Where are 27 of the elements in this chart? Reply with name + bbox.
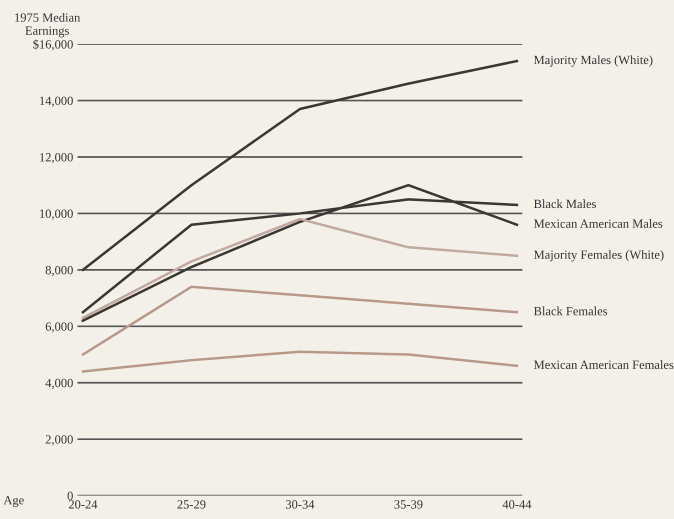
y-axis-title: 1975 Median Earnings	[15, 12, 80, 38]
y-tick-label: 10,000	[40, 209, 73, 220]
line-series	[82, 60, 518, 272]
line-series	[82, 286, 518, 356]
line-series	[82, 184, 518, 322]
y-tick-label: 0	[68, 492, 73, 500]
x-tick-label: 30-34	[286, 500, 314, 509]
y-tick-label: $16,000	[33, 39, 73, 50]
x-axis-title: Age	[3, 496, 24, 507]
y-tick-label: 8,000	[46, 266, 73, 276]
series-label: Mexican American Males	[534, 219, 662, 228]
y-tick-label: 14,000	[40, 96, 73, 107]
y-tick-label: 12,000	[40, 153, 73, 164]
series-label: Majority Males (White)	[534, 55, 652, 67]
series-label: Majority Females (White)	[534, 250, 664, 262]
x-tick-label: 40-44	[502, 500, 532, 509]
series-label: Mexican American Females	[534, 360, 674, 369]
line-series	[82, 218, 518, 320]
x-tick-label: 35-39	[394, 500, 422, 509]
x-tick-label: 20-24	[68, 500, 98, 509]
line-series	[82, 350, 518, 373]
y-tick-label: 2,000	[46, 435, 73, 446]
series-label: Black Males	[534, 199, 596, 208]
y-tick-label: 4,000	[45, 378, 73, 390]
x-tick-label: 25-29	[177, 500, 206, 509]
series-label: Black Females	[534, 306, 608, 316]
y-tick-label: 6,000	[46, 322, 73, 333]
